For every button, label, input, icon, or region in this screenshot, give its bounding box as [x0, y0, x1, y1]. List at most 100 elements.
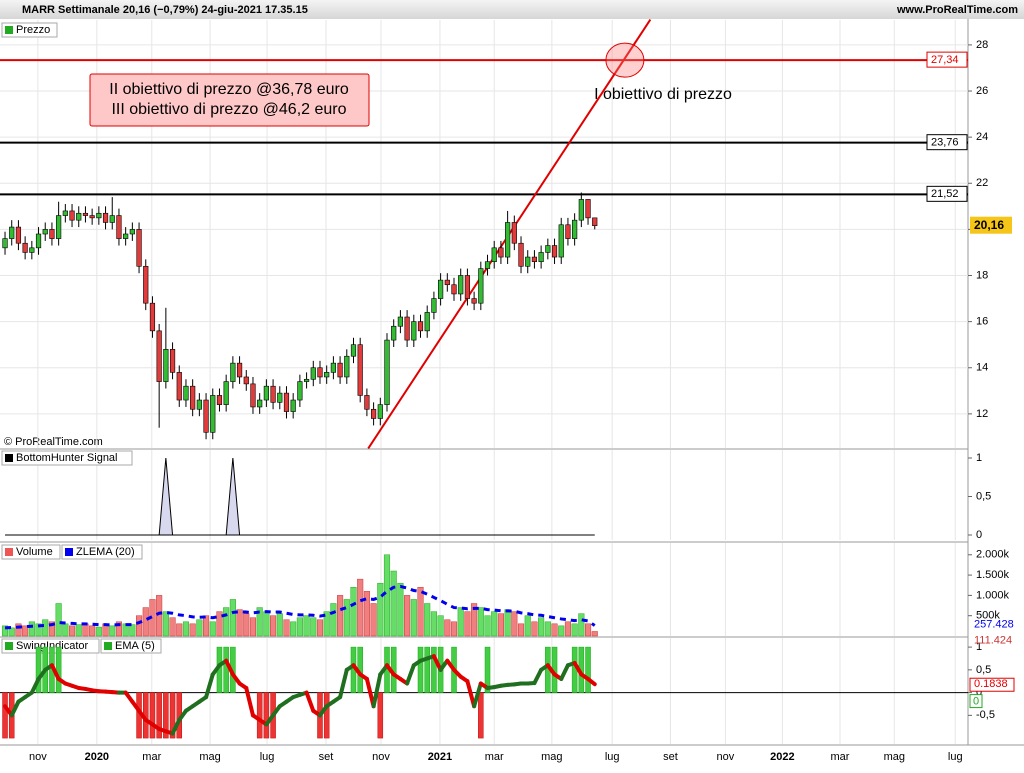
x-tick-label: mar — [831, 751, 850, 763]
candle-body — [83, 213, 88, 215]
candle-body — [90, 216, 95, 218]
swing-bar — [3, 693, 8, 738]
candle-body — [130, 229, 135, 234]
y-tick-label: 26 — [976, 85, 988, 97]
volume-bar — [465, 612, 471, 636]
candle-body — [143, 266, 148, 303]
volume-bar — [297, 618, 303, 636]
volume-bar — [491, 612, 497, 636]
annotation: I obiettivo di prezzo — [594, 86, 732, 103]
candle-body — [438, 280, 443, 298]
volume-bar — [250, 618, 256, 636]
volume-bar — [344, 599, 350, 636]
candle-body — [157, 331, 162, 382]
candle-body — [519, 243, 524, 266]
candle-body — [224, 382, 229, 405]
copyright: © ProRealTime.com — [4, 436, 103, 448]
candle-body — [251, 384, 256, 407]
volume-bar — [404, 595, 410, 636]
y-tick-label: 16 — [976, 316, 988, 328]
candle-body — [9, 227, 14, 239]
y-tick-label: 2.000k — [976, 549, 1010, 561]
candle-body — [284, 393, 289, 411]
candle-body — [277, 393, 282, 402]
swing-bar — [431, 647, 436, 692]
candle-body — [525, 257, 530, 266]
candle-body — [237, 363, 242, 377]
volume-bar — [163, 612, 169, 636]
ema-segment — [561, 665, 568, 679]
volume-bar — [565, 622, 571, 636]
volume-bar — [310, 618, 316, 636]
volume-bar — [317, 620, 323, 636]
candle-body — [103, 213, 108, 222]
header-title: MARR Settimanale 20,16 (−0,79%) 24-giu-2… — [22, 4, 308, 16]
candle-body — [445, 280, 450, 285]
candle-body — [586, 199, 591, 217]
candle-body — [592, 218, 597, 226]
candle-body — [50, 229, 55, 238]
volume-bar — [438, 616, 444, 636]
y-tick-label: 1.000k — [976, 589, 1010, 601]
x-tick-label: nov — [29, 751, 47, 763]
candle-body — [264, 386, 269, 400]
volume-bar — [290, 622, 296, 636]
volume-bar — [558, 626, 564, 636]
candle-body — [271, 386, 276, 402]
y-tick-label: 0,5 — [976, 664, 991, 676]
volume-bar — [357, 579, 363, 636]
x-tick-label: mag — [541, 751, 562, 763]
candle-body — [572, 220, 577, 238]
x-tick-label: set — [319, 751, 334, 763]
candle-body — [539, 252, 544, 261]
x-tick-label: 2020 — [85, 751, 109, 763]
volume-bar — [579, 614, 585, 636]
candle-body — [217, 395, 222, 404]
y-tick-label: 14 — [976, 362, 988, 374]
swing-bar — [56, 647, 61, 692]
volume-bar — [398, 583, 404, 636]
volume-bar — [170, 618, 176, 636]
candle-body — [566, 225, 571, 239]
candle-body — [76, 213, 81, 220]
candle-body — [371, 409, 376, 418]
volume-bar — [203, 616, 209, 636]
legend-swatch — [5, 454, 13, 462]
volume-bar — [572, 624, 578, 636]
legend-swatch — [5, 548, 13, 556]
volume-bar — [270, 616, 276, 636]
swing-bar — [324, 693, 329, 738]
volume-bar — [63, 624, 69, 636]
candle-body — [338, 363, 343, 377]
candle-body — [304, 379, 309, 381]
legend-label: Prezzo — [16, 24, 50, 36]
volume-bar — [424, 604, 430, 636]
volume-bar — [592, 631, 598, 636]
volume-bar — [445, 620, 451, 636]
ema-segment — [534, 670, 541, 683]
candle-body — [177, 372, 182, 400]
volume-bar — [42, 620, 48, 636]
header-site: www.ProRealTime.com — [896, 4, 1018, 16]
swing-bar — [425, 647, 430, 692]
candle-body — [324, 372, 329, 377]
x-tick-label: lug — [605, 751, 620, 763]
candle-body — [70, 211, 75, 220]
volume-bar — [585, 624, 591, 636]
volume-bar — [351, 587, 357, 636]
y-tick-label: 0 — [976, 529, 982, 541]
volume-bar — [512, 612, 518, 636]
candle-body — [257, 400, 262, 407]
volume-bar — [243, 614, 249, 636]
y-tick-label: 22 — [976, 177, 988, 189]
candle-body — [398, 317, 403, 326]
volume-bar — [56, 604, 62, 636]
candle-body — [499, 248, 504, 257]
ema-segment — [206, 674, 213, 697]
volume-bar — [337, 595, 343, 636]
candle-body — [465, 276, 470, 299]
candle-body — [3, 239, 8, 248]
swing-bar — [150, 693, 155, 738]
candle-body — [579, 199, 584, 220]
